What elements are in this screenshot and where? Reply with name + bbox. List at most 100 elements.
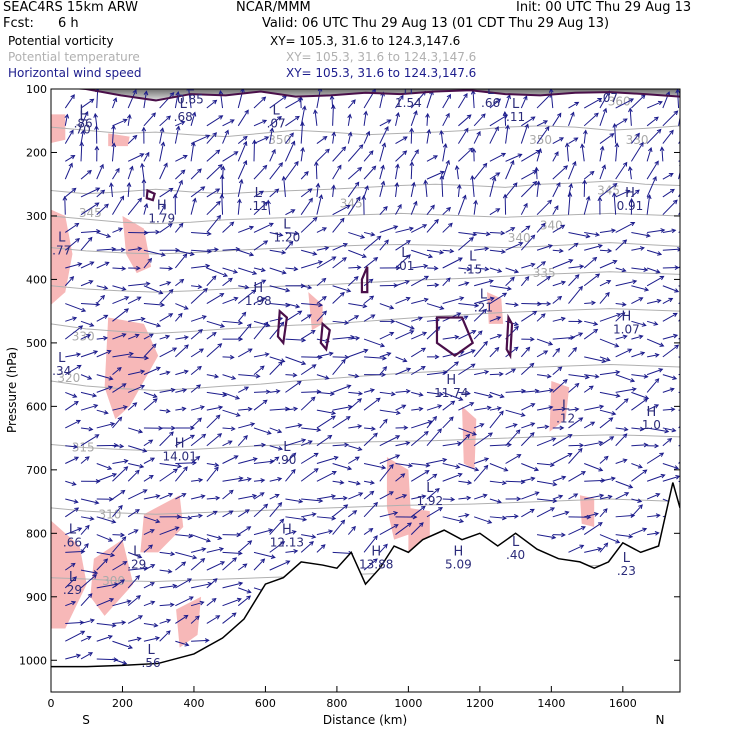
wind-vector [615,387,637,393]
wind-vector-head [167,568,173,574]
wind-vector-shaft [568,101,579,109]
wind-vector-head [362,303,368,309]
wind-vector-head [140,162,145,168]
wind-vector-shaft [127,114,131,126]
wind-vector-shaft [128,463,144,468]
wind-vector-head [260,558,266,564]
wind-vector-shaft [599,391,620,397]
wind-vector-head [548,89,554,93]
wind-vector-shaft [410,162,413,180]
wind-vector-shaft [552,511,569,518]
wind-vector-head [313,161,319,166]
wind-vector [505,423,518,429]
wind-vector [379,164,385,180]
wind-vector [646,338,665,347]
wind-vector-shaft [64,325,83,340]
wind-vector-head [342,495,348,501]
wind-vector-head [615,393,621,398]
wind-vector [206,578,218,589]
wind-vector-shaft [112,466,128,482]
wind-vector-head [188,533,194,539]
wind-vector [190,315,207,322]
wind-vector-head [182,253,188,259]
wind-vector-shaft [678,249,680,251]
wind-vector [489,442,512,448]
wind-vector [253,365,265,376]
wind-vector-head [580,526,586,531]
wind-vector-head [437,428,442,434]
wind-vector [112,658,128,665]
wind-vector-shaft [662,438,672,447]
wind-vector [65,600,77,607]
wind-vector-head [120,489,126,495]
wind-vector [237,178,244,198]
wind-vector-shaft [473,432,493,447]
extremum-mark: H [282,522,292,537]
wind-vector-shaft [457,93,468,109]
wind-vector [348,315,360,322]
wind-vector-head [605,291,610,297]
wind-vector [112,195,125,215]
wind-vector [191,513,203,519]
wind-vector-head [417,316,424,321]
wind-vector [190,111,197,126]
wind-vector [222,476,244,482]
wind-vector [222,320,244,326]
wind-vector-head [126,599,132,604]
wind-vector-shaft [112,285,126,291]
wind-vector-head [682,261,686,265]
wind-vector-head [654,531,660,536]
wind-vector [127,595,141,607]
wind-vector [410,181,416,198]
wind-vector [615,98,635,109]
wind-vector-shaft [474,267,489,270]
wind-vector [379,543,388,553]
wind-vector-head [574,274,580,279]
wind-vector-shaft [442,336,459,340]
wind-vector-shaft [442,416,454,429]
wind-vector-shaft [615,374,635,382]
wind-vector [442,441,462,447]
wind-vector [395,404,407,411]
wind-vector-shaft [426,428,442,447]
wind-vector-shaft [426,488,440,500]
wind-vector [348,424,363,429]
wind-vector [269,493,280,500]
wind-vector [301,302,324,308]
wind-vector [96,472,118,482]
wind-vector-head [502,292,508,298]
wind-vector-shaft [599,495,612,500]
wind-vector-shaft [174,223,184,233]
wind-vector-shaft [253,240,268,251]
wind-vector-shaft [395,473,405,482]
wind-vector [442,222,453,233]
wind-vector [80,426,94,432]
wind-vector-shaft [300,468,319,482]
wind-vector-head [665,91,671,97]
wind-vector-head [496,98,502,104]
wind-vector-shaft [379,181,385,198]
wind-vector-shaft [647,354,659,358]
wind-vector [426,90,434,109]
wind-vector-shaft [253,558,265,571]
wind-vector-head [243,435,248,440]
wind-vector-head [93,112,98,118]
wind-vector [237,509,250,518]
wind-vector-head [235,412,241,417]
wind-vector [584,404,605,411]
wind-vector-head [551,437,557,442]
wind-vector-head [659,275,665,281]
wind-vector [269,518,285,535]
wind-vector-shaft [395,356,407,362]
wind-vector-head [512,182,518,188]
wind-vector [190,581,213,589]
extremum-value: 1.98 [245,294,272,308]
wind-vector [552,112,562,127]
wind-vector-head [247,406,253,412]
wind-vector-shaft [520,363,534,376]
wind-vector-shaft [237,109,249,127]
wind-vector-shaft [458,147,473,162]
wind-vector-head [471,147,477,153]
wind-vector-shaft [112,658,127,665]
wind-vector [489,126,499,144]
